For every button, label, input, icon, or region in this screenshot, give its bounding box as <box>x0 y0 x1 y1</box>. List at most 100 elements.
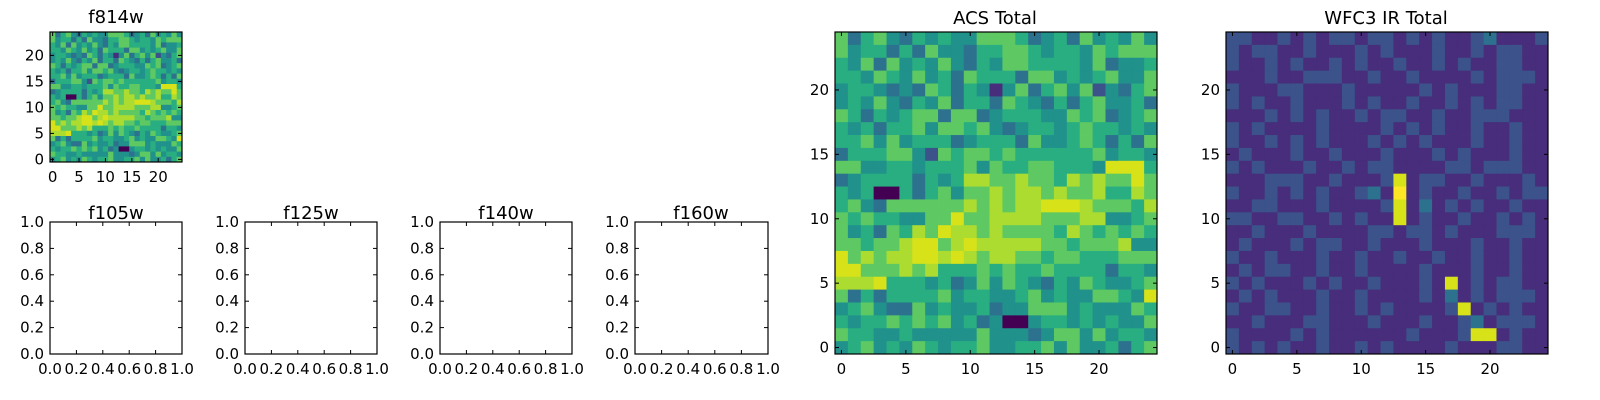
y-tick-label: 0.8 <box>20 239 44 257</box>
heatmap-cell <box>1419 238 1433 252</box>
heatmap-cell <box>118 110 125 116</box>
heatmap-cell <box>1131 250 1145 265</box>
heatmap-cell <box>102 37 109 43</box>
heatmap-cell <box>1380 70 1394 84</box>
heatmap-cell <box>166 99 172 106</box>
panel-f105w: f105w 0.0 0.2 0.4 0.6 0.8 1.00.00.20.40.60.81… <box>20 203 194 378</box>
heatmap-cell <box>1444 57 1459 72</box>
heatmap-cell <box>1303 96 1317 110</box>
heatmap-cell <box>65 37 72 43</box>
heatmap-cell <box>1238 225 1253 239</box>
heatmap-cell <box>71 68 77 74</box>
heatmap-cell <box>1118 147 1132 162</box>
heatmap-cell <box>1483 263 1497 278</box>
heatmap-cell <box>886 32 900 46</box>
heatmap-cell <box>886 263 900 278</box>
heatmap-cell <box>1457 250 1472 265</box>
heatmap-cell <box>899 315 913 329</box>
heatmap-cell <box>1432 212 1446 226</box>
heatmap-cell <box>1092 160 1106 175</box>
heatmap-cell <box>873 160 887 175</box>
heatmap-cell <box>1028 212 1042 226</box>
heatmap-cell <box>55 52 61 59</box>
heatmap-cell <box>1470 199 1484 213</box>
heatmap-cell <box>835 147 849 162</box>
heatmap-cell <box>139 156 146 163</box>
heatmap-cell <box>92 94 98 100</box>
heatmap-cell <box>1457 341 1472 355</box>
heatmap-cell <box>1470 250 1484 265</box>
heatmap-cell <box>60 99 67 106</box>
x-tick-label: 0 <box>48 168 58 186</box>
heatmap-cell <box>1002 173 1016 187</box>
heatmap-cell <box>1535 276 1549 290</box>
heatmap-cell <box>835 57 849 72</box>
heatmap-cell <box>1329 238 1343 252</box>
heatmap-cell <box>129 110 135 116</box>
heatmap-cell <box>925 44 939 59</box>
heatmap-cell <box>1509 315 1523 329</box>
heatmap-cell <box>97 73 104 80</box>
heatmap-cell <box>160 89 167 95</box>
heatmap-cell <box>1367 70 1381 84</box>
heatmap-cell <box>847 83 862 97</box>
heatmap-cell <box>847 173 862 187</box>
heatmap-cell <box>1406 315 1420 329</box>
heatmap-cell <box>55 146 61 152</box>
heatmap-cell <box>873 250 887 265</box>
heatmap-cell <box>1496 32 1510 46</box>
heatmap-cell <box>150 63 156 69</box>
heatmap-cell <box>1419 276 1433 290</box>
heatmap-cell <box>976 109 990 123</box>
heatmap-cell <box>899 263 913 278</box>
heatmap-cell <box>1118 238 1132 252</box>
heatmap-cell <box>1264 238 1278 252</box>
heatmap-cell <box>938 122 952 136</box>
heatmap-cell <box>899 225 913 239</box>
heatmap-cell <box>1367 289 1381 303</box>
heatmap-cell <box>1406 122 1420 136</box>
heatmap-cell <box>134 130 141 137</box>
heatmap-cell <box>65 136 72 142</box>
heatmap-cell <box>113 146 120 152</box>
heatmap-cell <box>835 186 849 200</box>
heatmap-cell <box>1002 212 1016 226</box>
heatmap-cell <box>950 147 965 162</box>
heatmap-cell <box>1419 250 1433 265</box>
heatmap-cell <box>886 341 900 355</box>
heatmap-cell <box>123 58 130 64</box>
heatmap-cell <box>1092 341 1106 355</box>
heatmap-cell <box>1144 315 1158 329</box>
heatmap-cell <box>166 151 172 158</box>
heatmap-cell <box>50 115 56 121</box>
heatmap-cell <box>55 120 61 126</box>
heatmap-cell <box>1144 186 1158 200</box>
heatmap-cell <box>1079 83 1093 97</box>
heatmap-cell <box>60 130 67 137</box>
heatmap-cell <box>102 125 109 132</box>
heatmap-cell <box>76 141 83 147</box>
heatmap-cell <box>155 84 162 90</box>
heatmap-cell <box>134 68 141 74</box>
heatmap-cell <box>1144 328 1158 342</box>
heatmap-cell <box>1419 341 1433 355</box>
heatmap-cell <box>139 115 146 121</box>
heatmap-cell <box>145 32 151 38</box>
heatmap-cell <box>1483 341 1497 355</box>
heatmap-cell <box>71 104 77 111</box>
heatmap-cell <box>1118 32 1132 46</box>
heatmap-cell <box>60 120 67 126</box>
heatmap-cell <box>1316 135 1330 149</box>
heatmap-cell <box>1144 263 1158 278</box>
heatmap-cell <box>976 238 990 252</box>
heatmap-cell <box>150 104 156 111</box>
heatmap-cell <box>1393 147 1407 162</box>
heatmap-cell <box>1470 302 1484 316</box>
heatmap-cell <box>925 341 939 355</box>
heatmap-cell <box>1470 276 1484 290</box>
heatmap-cell <box>938 212 952 226</box>
heatmap-cell <box>1002 186 1016 200</box>
heatmap-cell <box>1264 263 1278 278</box>
heatmap-cell <box>71 156 77 163</box>
heatmap-cell <box>1393 238 1407 252</box>
